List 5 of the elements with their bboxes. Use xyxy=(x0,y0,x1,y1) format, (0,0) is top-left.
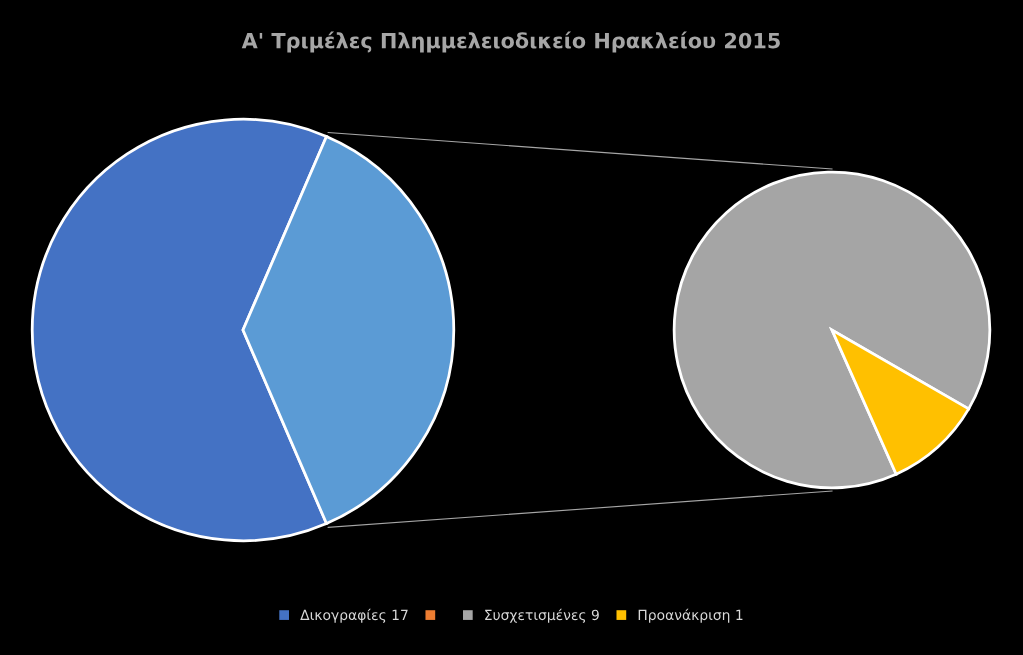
legend-label: Δικογραφίες 17 xyxy=(300,608,408,623)
text: Α' Τριμέλες Πλημμελειοδικείο Ηρακλείου 2015 xyxy=(241,31,780,53)
pie-slice xyxy=(830,328,971,476)
legend-label: Προανάκριση 1 xyxy=(638,608,743,623)
legend-label: Συσχετισμένες 9 xyxy=(485,608,599,623)
